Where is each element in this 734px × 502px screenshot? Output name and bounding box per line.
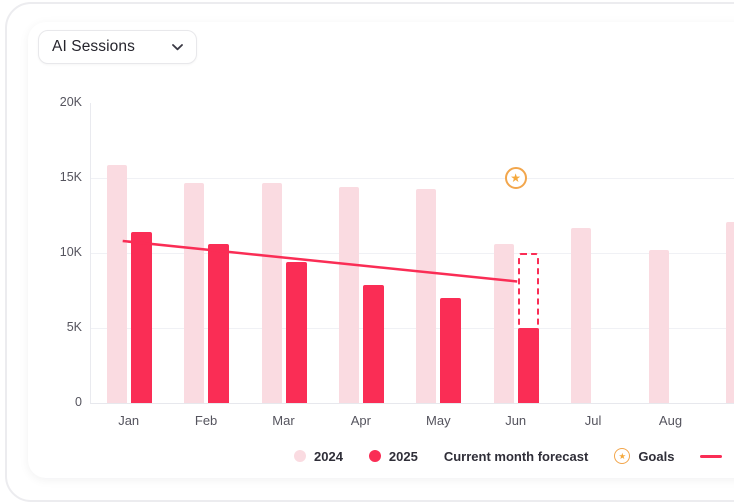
legend-item-2024[interactable]: 2024: [294, 449, 343, 464]
bar-2024-Jul[interactable]: [571, 227, 592, 403]
metric-selector-label: AI Sessions: [52, 38, 135, 55]
bar-2024-Apr[interactable]: [338, 187, 359, 403]
bar-2024-Feb[interactable]: [184, 182, 205, 403]
x-axis-tick-label: Apr: [350, 413, 371, 428]
chart-legend: 2024 2025 Current month forecast ★ Goals: [294, 445, 723, 467]
bar-2025-Jan[interactable]: [130, 232, 152, 403]
y-axis-tick-label: 0: [75, 395, 82, 409]
legend-label: Goals: [638, 448, 675, 464]
gridline-5K: [90, 328, 734, 329]
x-axis-tick-label: Mar: [272, 413, 295, 428]
goal-marker-icon[interactable]: ★: [504, 167, 527, 189]
legend-star-icon: ★: [614, 448, 631, 464]
bar-2024-May[interactable]: [416, 188, 437, 403]
legend-item-current-month-forecast[interactable]: Current month forecast: [444, 449, 588, 464]
legend-label: 2024: [314, 448, 343, 464]
bar-2025-Jun[interactable]: [517, 328, 539, 403]
chevron-down-icon: [172, 43, 183, 51]
bar-2025-Mar[interactable]: [285, 262, 307, 403]
legend-item-trend[interactable]: [700, 454, 723, 458]
y-axis-line: [90, 103, 91, 403]
legend-item-goals[interactable]: ★ Goals: [614, 448, 674, 464]
bar-2025-Feb[interactable]: [208, 244, 230, 403]
x-axis-tick-label: Jun: [505, 413, 527, 428]
window-frame: [5, 2, 734, 502]
legend-line-icon: [700, 454, 723, 458]
bar-2024-Jan[interactable]: [106, 164, 127, 403]
bar-2024-Jun[interactable]: [493, 244, 514, 403]
y-axis-tick-label: 10K: [59, 245, 82, 259]
bar-2024-Mar[interactable]: [261, 182, 282, 403]
legend-label: 2025: [388, 448, 418, 464]
bar-2024-next[interactable]: [725, 221, 734, 403]
y-axis-tick-label: 20K: [59, 95, 82, 109]
current-month-forecast-bar[interactable]: [517, 253, 539, 403]
y-axis-tick-label: 15K: [59, 170, 82, 184]
legend-dot-icon: [368, 450, 381, 462]
legend-dot-icon: [294, 450, 306, 462]
star-icon: ★: [510, 170, 522, 185]
x-axis-tick-label: Jan: [118, 413, 140, 428]
bar-2025-Apr[interactable]: [362, 284, 384, 403]
bar-2025-May[interactable]: [440, 298, 462, 403]
x-axis-tick-label: Feb: [194, 413, 218, 428]
metric-selector-dropdown[interactable]: AI Sessions: [38, 30, 197, 64]
x-axis-tick-label: May: [426, 413, 451, 428]
legend-item-2025[interactable]: 2025: [368, 448, 418, 464]
x-axis-tick-label: Jul: [584, 413, 602, 428]
x-axis-tick-label: Aug: [658, 413, 683, 428]
bar-2024-Aug[interactable]: [648, 250, 669, 403]
x-axis-line: [90, 403, 734, 404]
chart-card: AI Sessions 2024 2025 Current month foreca…: [28, 22, 734, 478]
gridline-15K: [90, 178, 734, 179]
y-axis-tick-label: 5K: [66, 320, 82, 334]
legend-label: Current month forecast: [443, 448, 589, 464]
